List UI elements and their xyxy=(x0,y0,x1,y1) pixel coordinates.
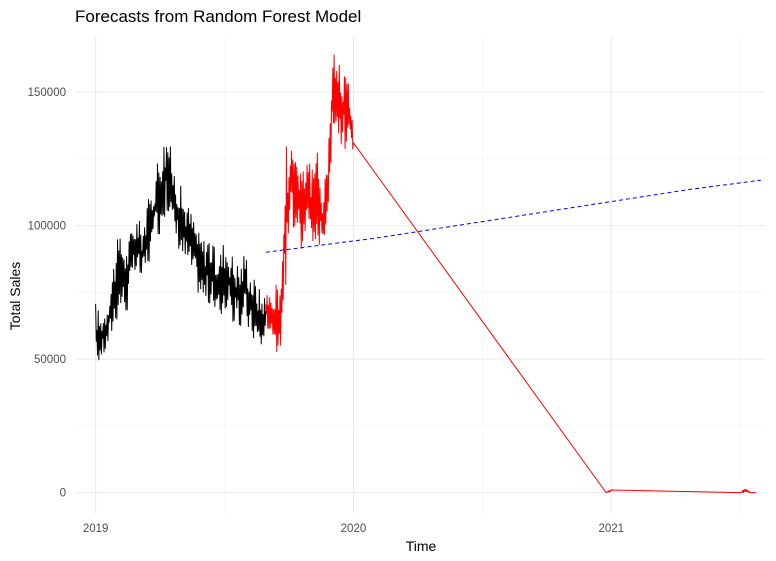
series-line-1 xyxy=(265,54,756,494)
y-tick-label: 50000 xyxy=(34,354,66,366)
x-axis-ticks: 2019 2020 2021 xyxy=(83,523,624,535)
x-axis-title: Time xyxy=(406,538,437,554)
y-axis-ticks: 0 50000 100000 150000 xyxy=(28,87,66,500)
y-tick-label: 100000 xyxy=(28,221,66,233)
x-tick-label: 2020 xyxy=(341,523,367,535)
x-tick-label: 2021 xyxy=(599,523,625,535)
y-axis-title: Total Sales xyxy=(7,262,23,330)
grid-lines xyxy=(75,36,766,514)
x-tick-label: 2019 xyxy=(83,523,109,535)
series-line-0 xyxy=(95,146,267,361)
y-tick-label: 150000 xyxy=(28,87,66,99)
series-lines xyxy=(95,54,761,494)
y-tick-label: 0 xyxy=(60,488,66,500)
series-line-2 xyxy=(265,179,761,253)
chart-title: Forecasts from Random Forest Model xyxy=(75,7,361,26)
